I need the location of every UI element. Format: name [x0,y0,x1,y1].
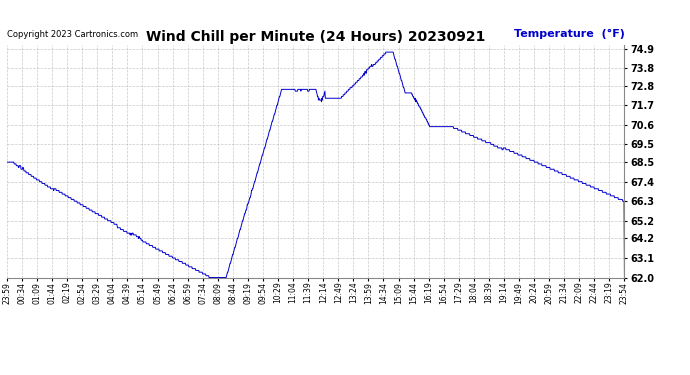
Text: Temperature  (°F): Temperature (°F) [513,29,624,39]
Title: Wind Chill per Minute (24 Hours) 20230921: Wind Chill per Minute (24 Hours) 2023092… [146,30,485,44]
Text: Copyright 2023 Cartronics.com: Copyright 2023 Cartronics.com [7,30,138,39]
